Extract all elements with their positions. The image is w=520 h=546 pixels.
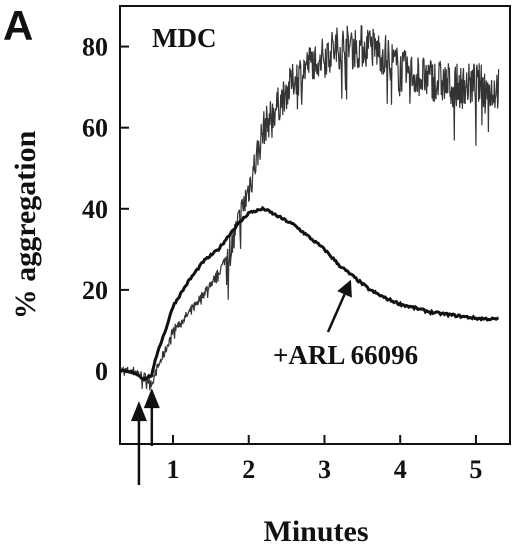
series-layer (118, 25, 500, 391)
agonist-arrows (130, 388, 160, 485)
agonist-arrow-head (130, 401, 147, 422)
x-tick-label: 4 (394, 455, 407, 484)
y-tick-label: 80 (82, 33, 108, 62)
annotation-arrow-head (337, 279, 352, 298)
chart-title: MDC (152, 23, 216, 53)
agonist-arrow-head (143, 388, 160, 409)
x-tick-label: 2 (242, 455, 255, 484)
series-line-control (119, 25, 500, 391)
annotation-label: +ARL 66096 (273, 340, 418, 370)
y-tick-label: 40 (82, 195, 108, 224)
x-tick-label: 1 (167, 455, 180, 484)
series-line-arl66096 (118, 205, 499, 382)
y-tick-label: 20 (82, 276, 108, 305)
annotation-arrow-line (326, 293, 346, 333)
x-tick-label: 3 (318, 455, 331, 484)
x-tick-label: 5 (469, 455, 482, 484)
y-tick-label: 0 (95, 357, 108, 386)
x-axis: 1 2 3 4 5 (167, 435, 482, 484)
panel-label: A (3, 2, 33, 49)
y-axis-label: % aggregation (9, 130, 42, 319)
y-tick-label: 60 (82, 114, 108, 143)
y-axis: 0 20 40 60 80 (82, 33, 129, 386)
x-axis-label: Minutes (264, 515, 369, 546)
plot-frame (119, 5, 511, 445)
